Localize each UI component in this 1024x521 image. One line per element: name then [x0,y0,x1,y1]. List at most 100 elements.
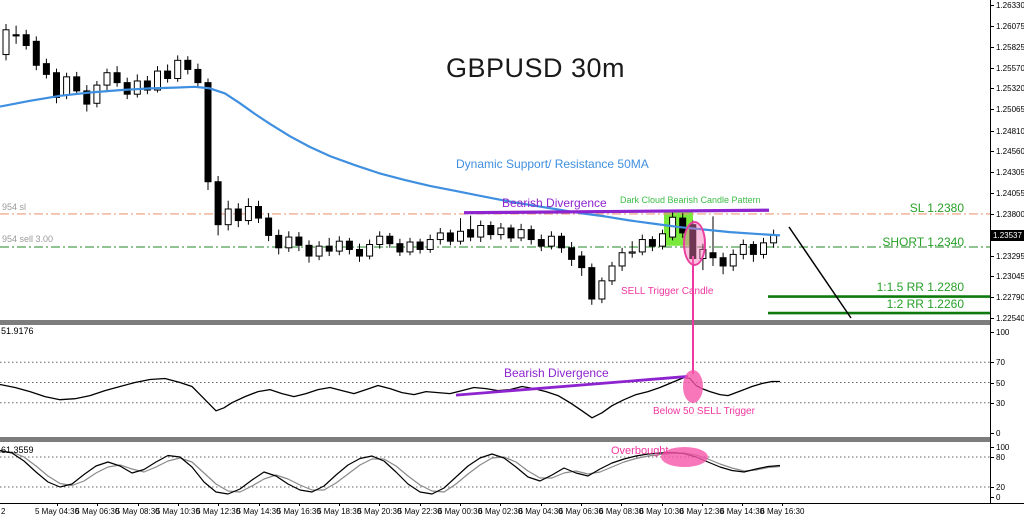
bull-candle [366,243,374,257]
bull-candle [315,245,323,257]
price-axis-tick [991,318,994,319]
price-axis-label: 1.25825 [996,42,1024,52]
bull-candle [770,234,778,244]
time-axis-tick [258,503,260,506]
price-axis-tick [991,276,994,278]
ma-annotation: Dynamic Support/ Resistance 50MA [456,157,649,171]
price-axis-label: 1.24560 [996,147,1024,157]
time-axis-label: 6 May 12:30 [679,507,724,516]
bear-candle [214,181,222,226]
rsi-value-readout: 51.9176 [1,326,34,336]
rsi-axis-label: 0 [996,429,1001,438]
overbought-ellipse [661,447,708,467]
time-axis-tick [379,503,381,506]
price-axis-tick [991,297,994,299]
bear-candle [709,252,717,259]
pane-separator[interactable] [0,320,991,325]
price-axis-tick [991,192,994,194]
price-bearish-divergence-label: Bearish Divergence [502,196,607,210]
stochastic-axis-label: 100 [996,443,1010,452]
sell-trigger-candle-label: SELL Trigger Candle [621,286,714,297]
time-axis-label: 5 May 10:30 [155,507,200,516]
time-axis-label: 6 May 16:30 [760,507,805,516]
time-axis-label: 5 May 06:30 [75,507,120,516]
rsi-bearish-divergence-label: Bearish Divergence [504,366,609,380]
price-axis-line [990,0,991,503]
price-axis-label: 1.25065 [996,105,1024,115]
time-axis-tick [339,503,341,506]
price-axis-label: 1.26075 [996,22,1024,32]
time-axis-tick [782,503,784,506]
bear-candle [467,229,475,238]
time-axis-tick [580,503,582,506]
price-axis-tick [991,151,994,153]
price-axis-tick [991,172,994,174]
bear-candle [234,208,242,222]
bear-candle [184,59,192,70]
bull-candle [729,253,737,267]
time-axis-label: 2 [1,507,6,516]
ma50-line [0,85,781,237]
price-axis-label: 1.24810 [996,126,1024,136]
bull-candle [2,29,10,56]
bull-candle [406,241,414,253]
price-axis-tick [991,5,994,6]
bull-candle [517,229,525,239]
time-axis-tick [460,503,461,506]
bear-candle [386,235,394,245]
bull-candle [547,235,555,247]
bull-candle [93,84,101,104]
bear-candle [345,240,353,250]
bull-candle [103,72,111,86]
bear-candle [12,34,20,37]
price-axis-label: 1.23800 [996,209,1024,219]
price-axis-label: 1.22790 [996,293,1024,303]
bear-candle [446,232,454,242]
bear-candle [123,82,131,95]
time-axis-tick [218,503,220,506]
bull-candle [628,251,636,254]
price-axis-label: 1.25570 [996,63,1024,73]
time-axis-tick [500,503,502,506]
time-axis-tick [298,503,300,506]
stochastic-axis-tick [991,447,994,448]
bear-candle [164,70,172,80]
time-axis-label: 5 May 04:30 [34,507,80,516]
stochastic-axis-label: 80 [996,453,1005,462]
price-axis-label: 1.22540 [996,314,1024,323]
bull-candle [63,76,71,96]
bear-candle [578,255,586,269]
time-axis-label: 5 May 14:30 [236,507,281,516]
time-axis-tick [137,503,139,506]
stop-loss-order-tag[interactable]: 954 sl [2,202,27,212]
bull-candle [285,236,293,249]
price-axis-tick [991,255,994,257]
pane-separator[interactable] [0,437,991,442]
bear-candle [527,229,535,241]
time-axis-label: 5 May 20:30 [357,507,402,516]
bear-candle [143,80,151,91]
sell-trigger-candle-ellipse [683,221,706,266]
bull-candle [426,239,434,250]
bear-candle [507,227,515,239]
bear-candle [83,90,91,105]
price-axis-tick [991,130,994,132]
bear-candle [295,236,303,246]
time-axis-tick [419,503,421,506]
bull-candle [618,252,626,267]
stochastic-pane-chart [0,449,990,495]
sell-order-tag[interactable]: 954 sell 3.00 [2,234,54,244]
bear-candle [416,241,424,250]
time-axis-tick [742,503,744,506]
rr-1-2-label: 1:2 RR 1.2260 [886,297,964,311]
bear-candle [356,248,363,257]
price-axis-label: 1.23295 [996,251,1024,261]
below-50-sell-trigger-label: Below 50 SELL Trigger [653,406,755,417]
time-axis-label: 5 May 08:30 [115,507,160,516]
bull-candle [154,70,161,91]
stochastic-axis-label: 20 [996,483,1005,492]
bull-candle [598,280,606,300]
price-axis-label: 1.24305 [996,168,1024,178]
rsi-pane-chart [0,361,990,419]
time-axis-label: 5 May 12:30 [196,507,241,516]
